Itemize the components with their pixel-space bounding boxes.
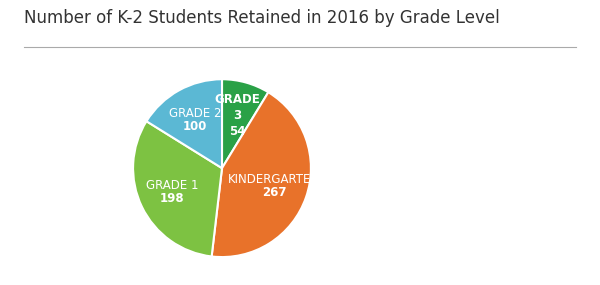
Wedge shape <box>222 79 268 168</box>
Text: GRADE 1: GRADE 1 <box>146 179 199 192</box>
Text: 198: 198 <box>160 192 185 205</box>
Wedge shape <box>146 79 222 168</box>
Text: GRADE 2: GRADE 2 <box>169 107 221 120</box>
Text: KINDERGARTEN: KINDERGARTEN <box>228 173 320 186</box>
Text: Number of K-2 Students Retained in 2016 by Grade Level: Number of K-2 Students Retained in 2016 … <box>24 9 500 27</box>
Text: 100: 100 <box>183 120 208 133</box>
Wedge shape <box>212 92 311 257</box>
Wedge shape <box>133 121 222 256</box>
Text: 267: 267 <box>262 186 286 199</box>
Text: GRADE
3
54: GRADE 3 54 <box>214 93 260 138</box>
